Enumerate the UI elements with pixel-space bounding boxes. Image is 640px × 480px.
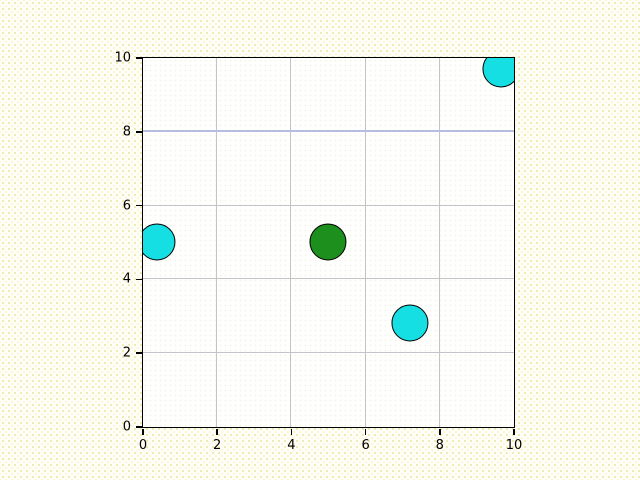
y-axis-tick-label-2: 2 xyxy=(122,345,131,361)
x-axis-tick-2 xyxy=(216,428,218,435)
x-axis-tick-0 xyxy=(142,428,144,435)
gridline-vertical-x2 xyxy=(216,57,218,427)
y-axis-tick-label-4: 4 xyxy=(122,271,131,287)
y-axis-tick-4 xyxy=(135,278,142,281)
scatter-point-cyan-circle-3 xyxy=(481,57,514,88)
gridline-vertical-x4 xyxy=(290,57,292,427)
x-axis-tick-label-4: 4 xyxy=(287,438,296,453)
x-axis-tick-label-10: 10 xyxy=(505,438,523,453)
y-axis-tick-2 xyxy=(135,352,142,354)
gridline-vertical-x6 xyxy=(364,57,366,427)
scatter-point-cyan-circle-0 xyxy=(142,223,176,261)
y-axis-tick-0 xyxy=(135,426,142,428)
gridline-horizontal-y6 xyxy=(142,204,514,206)
x-axis-tick-6 xyxy=(364,428,367,435)
scatter-point-green-circle-1 xyxy=(309,223,347,261)
x-axis-tick-8 xyxy=(439,428,441,435)
x-axis-tick-label-8: 8 xyxy=(435,438,444,453)
y-axis-tick-8 xyxy=(135,131,142,133)
y-axis-tick-label-0: 0 xyxy=(122,419,131,435)
scatter-point-cyan-circle-2 xyxy=(391,304,429,342)
y-axis-tick-6 xyxy=(135,204,142,207)
x-axis-tick-4 xyxy=(290,428,293,435)
plot-area xyxy=(141,56,515,428)
y-axis-tick-10 xyxy=(135,57,142,59)
gridline-horizontal-y2 xyxy=(142,352,514,354)
x-axis-tick-label-6: 6 xyxy=(361,438,370,453)
y-axis-tick-label-10: 10 xyxy=(114,50,131,66)
gridline-vertical-x8 xyxy=(438,57,440,427)
y-axis-tick-label-6: 6 xyxy=(122,198,131,214)
x-axis-tick-label-2: 2 xyxy=(213,438,222,453)
x-axis-tick-10 xyxy=(513,428,515,435)
x-axis-tick-label-0: 0 xyxy=(138,438,148,453)
reference-line-y8 xyxy=(142,130,514,133)
y-axis-tick-label-8: 8 xyxy=(122,124,131,140)
gridline-horizontal-y4 xyxy=(142,278,514,280)
plot-clip-region xyxy=(142,57,514,427)
